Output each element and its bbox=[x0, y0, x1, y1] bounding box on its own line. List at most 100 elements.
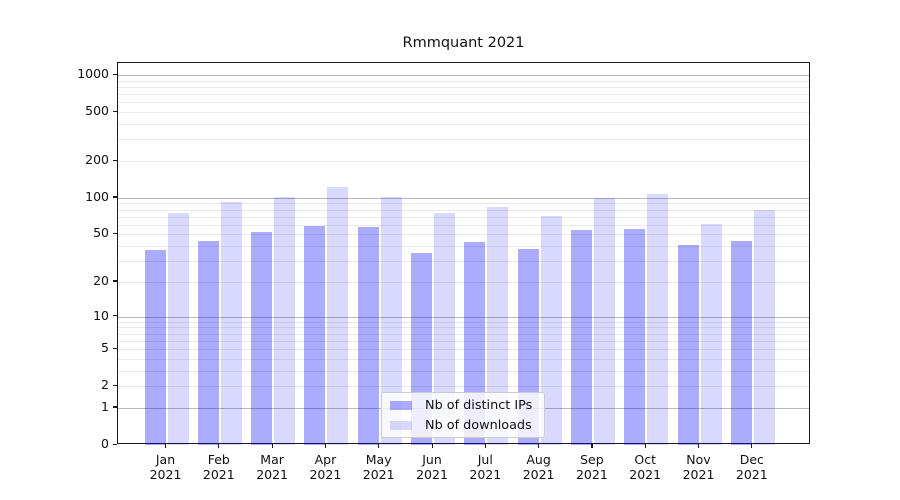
x-tick-label: Feb 2021 bbox=[202, 452, 235, 482]
y-tick-mark bbox=[113, 159, 117, 161]
bar-distinct-ips bbox=[144, 250, 166, 445]
x-tick-mark bbox=[378, 444, 380, 448]
y-tick-mark bbox=[113, 347, 117, 349]
bar-downloads bbox=[380, 197, 402, 445]
bar-downloads bbox=[434, 213, 455, 445]
bar-downloads bbox=[167, 213, 189, 445]
y-tick-mark bbox=[113, 443, 117, 445]
y-tick-label: 0 bbox=[101, 436, 109, 451]
legend-label-distinct-ips: Nb of distinct IPs bbox=[425, 397, 533, 413]
x-tick-mark bbox=[271, 444, 273, 448]
minor-gridline bbox=[118, 349, 809, 351]
y-tick-label: 50 bbox=[93, 225, 109, 241]
bar-downloads bbox=[753, 209, 775, 445]
minor-gridline bbox=[118, 234, 809, 236]
bar-distinct-ips bbox=[197, 241, 219, 445]
minor-gridline bbox=[118, 124, 809, 126]
x-tick-mark bbox=[324, 444, 327, 448]
bar-downloads bbox=[540, 216, 562, 445]
minor-gridline bbox=[118, 327, 809, 329]
minor-gridline bbox=[118, 80, 809, 82]
y-tick-label: 1 bbox=[101, 398, 109, 414]
major-gridline bbox=[118, 75, 809, 77]
x-tick-label: May 2021 bbox=[362, 452, 395, 482]
minor-gridline bbox=[118, 203, 809, 205]
minor-gridline bbox=[118, 112, 809, 114]
minor-gridline bbox=[118, 370, 809, 372]
y-tick-label: 10 bbox=[93, 307, 109, 323]
bar-distinct-ips bbox=[730, 241, 752, 445]
legend-swatch-distinct-ips bbox=[390, 400, 412, 410]
minor-gridline bbox=[118, 224, 809, 226]
minor-gridline bbox=[118, 246, 809, 248]
y-tick-mark bbox=[113, 315, 117, 317]
minor-gridline bbox=[118, 102, 809, 104]
x-tick-mark bbox=[591, 444, 593, 448]
legend: Nb of distinct IPs Nb of downloads bbox=[381, 392, 545, 438]
x-tick-label: Oct 2021 bbox=[629, 452, 662, 482]
x-tick-mark bbox=[484, 444, 486, 448]
y-tick-label: 1000 bbox=[77, 66, 109, 82]
bar-downloads bbox=[487, 207, 509, 445]
y-tick-label: 20 bbox=[93, 272, 109, 288]
y-tick-label: 2 bbox=[101, 377, 109, 393]
minor-gridline bbox=[118, 321, 809, 323]
bar-downloads bbox=[327, 187, 349, 445]
minor-gridline bbox=[118, 281, 809, 283]
x-tick-mark bbox=[751, 444, 753, 448]
x-tick-mark bbox=[165, 444, 167, 448]
minor-gridline bbox=[118, 94, 809, 96]
x-tick-label: Aug 2021 bbox=[522, 452, 555, 482]
bar-distinct-ips bbox=[624, 228, 646, 445]
x-tick-label: Jul 2021 bbox=[469, 452, 502, 482]
bar-downloads bbox=[593, 197, 615, 445]
bar-distinct-ips bbox=[251, 232, 273, 445]
y-tick-label: 200 bbox=[85, 152, 109, 168]
bar-downloads bbox=[647, 193, 669, 445]
y-tick-mark bbox=[113, 384, 117, 386]
y-tick-mark bbox=[113, 73, 117, 75]
x-tick-label: Jan 2021 bbox=[149, 452, 182, 482]
bar-distinct-ips bbox=[570, 230, 592, 445]
minor-gridline bbox=[118, 87, 809, 88]
y-tick-mark bbox=[113, 110, 117, 112]
minor-gridline bbox=[118, 386, 809, 388]
minor-gridline bbox=[118, 209, 809, 211]
legend-label-downloads: Nb of downloads bbox=[425, 417, 532, 433]
bar-downloads bbox=[220, 202, 242, 445]
x-tick-label: Mar 2021 bbox=[256, 452, 288, 482]
y-tick-label: 5 bbox=[101, 340, 109, 356]
bar-distinct-ips bbox=[304, 225, 326, 445]
x-tick-mark bbox=[538, 444, 540, 448]
y-tick-label: 100 bbox=[85, 188, 109, 204]
minor-gridline bbox=[118, 139, 809, 141]
minor-gridline bbox=[118, 358, 809, 360]
legend-swatch-downloads bbox=[390, 420, 412, 430]
x-tick-label: Sep 2021 bbox=[575, 452, 608, 482]
chart-title: Rmmquant 2021 bbox=[402, 35, 525, 51]
minor-gridline bbox=[118, 216, 809, 218]
legend-row-downloads: Nb of downloads bbox=[388, 417, 538, 433]
minor-gridline bbox=[118, 340, 809, 342]
major-gridline bbox=[118, 197, 809, 199]
major-gridline bbox=[118, 316, 809, 318]
minor-gridline bbox=[118, 333, 809, 335]
x-tick-label: Dec 2021 bbox=[735, 452, 768, 482]
bar-downloads bbox=[700, 224, 722, 445]
x-tick-mark bbox=[431, 444, 433, 448]
legend-row-distinct-ips: Nb of distinct IPs bbox=[388, 397, 538, 413]
y-tick-mark bbox=[113, 232, 117, 235]
plot-area: Nb of distinct IPs Nb of downloads bbox=[117, 62, 810, 445]
x-tick-label: Apr 2021 bbox=[309, 452, 342, 482]
bar-distinct-ips bbox=[357, 226, 379, 445]
y-tick-mark bbox=[113, 406, 117, 408]
minor-gridline bbox=[118, 161, 809, 163]
x-tick-label: Jun 2021 bbox=[416, 452, 448, 482]
x-tick-label: Nov 2021 bbox=[682, 452, 715, 482]
y-tick-mark bbox=[113, 196, 117, 198]
x-tick-mark bbox=[644, 444, 646, 448]
minor-gridline bbox=[118, 261, 809, 263]
x-tick-mark bbox=[218, 444, 220, 448]
y-tick-label: 500 bbox=[85, 103, 109, 119]
